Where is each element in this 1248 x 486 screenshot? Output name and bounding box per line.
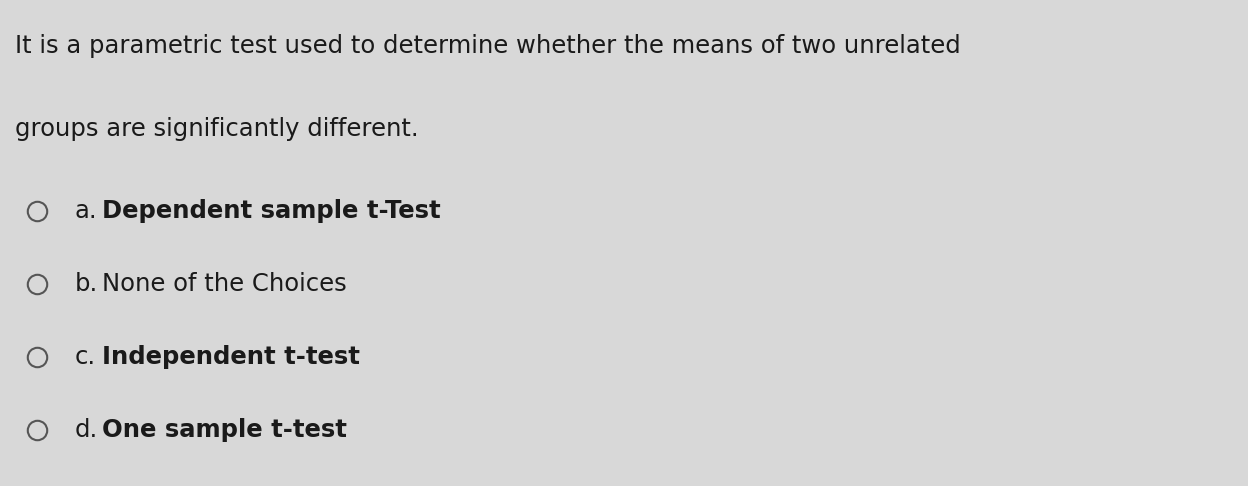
Text: c.: c. (75, 345, 96, 369)
Text: b.: b. (75, 272, 99, 296)
Text: It is a parametric test used to determine whether the means of two unrelated: It is a parametric test used to determin… (15, 34, 961, 58)
Text: a.: a. (75, 199, 97, 224)
Text: Independent t-test: Independent t-test (102, 345, 361, 369)
Text: None of the Choices: None of the Choices (102, 272, 347, 296)
Text: One sample t-test: One sample t-test (102, 418, 347, 442)
Text: Dependent sample t-Test: Dependent sample t-Test (102, 199, 441, 224)
Text: d.: d. (75, 418, 99, 442)
Text: groups are significantly different.: groups are significantly different. (15, 117, 418, 140)
